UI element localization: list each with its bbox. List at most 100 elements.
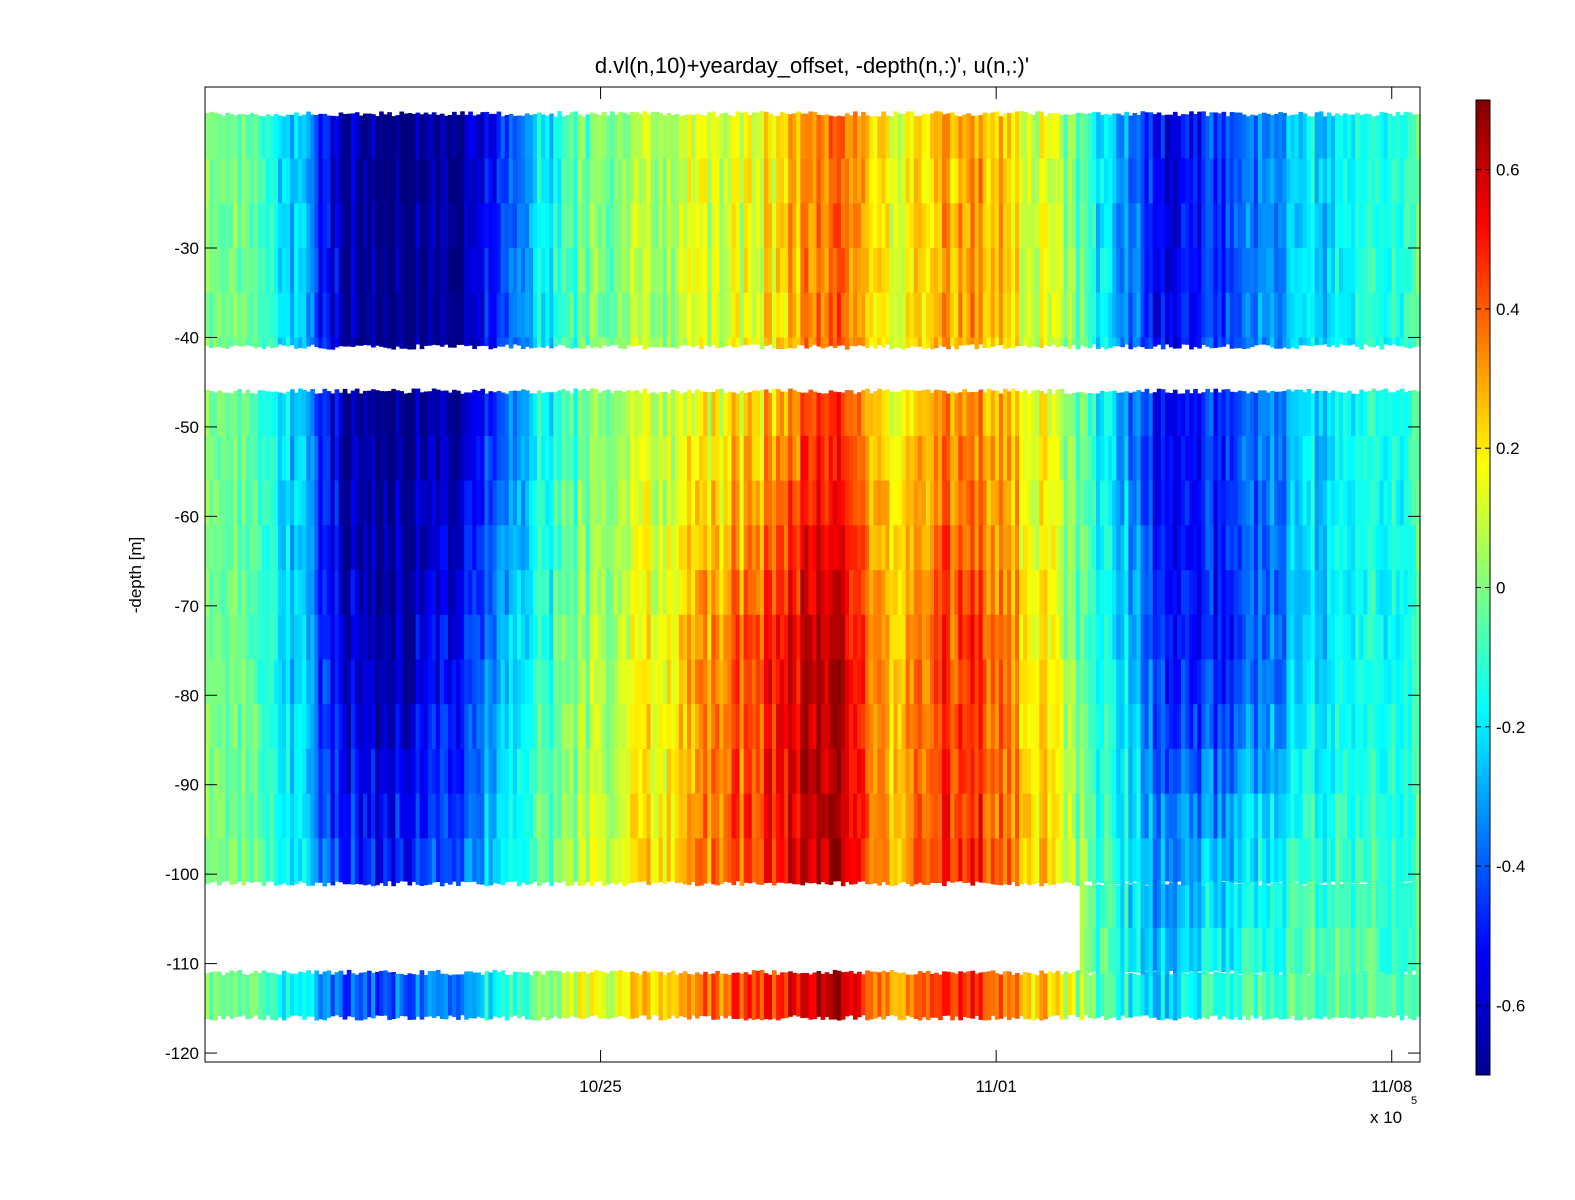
heatmap-cell [1019,614,1024,661]
heatmap-cell [371,570,376,616]
heatmap-cell [832,659,838,705]
heatmap-cell [387,659,392,705]
heatmap-cell [767,659,773,705]
heatmap-cell [1128,435,1134,482]
heatmap-cell [358,203,364,249]
heatmap-cell [1217,158,1223,204]
heatmap-cell [1286,248,1291,294]
heatmap-cell [1059,435,1065,482]
heatmap-cell [464,659,469,705]
heatmap-cell [727,435,733,482]
heatmap-cell [938,111,943,160]
heatmap-cell [840,292,846,339]
heatmap-cell [978,659,984,705]
heatmap-cell [929,748,935,795]
heatmap-cell [265,248,271,294]
heatmap-cell [310,480,315,526]
heatmap-cell [739,793,745,839]
heatmap-cell [626,838,631,884]
heatmap-cell [334,525,340,571]
heatmap-cell [1270,570,1275,616]
heatmap-cell [776,793,781,839]
heatmap-cell [265,337,271,347]
heatmap-cell [840,248,846,294]
heatmap-cell [772,435,777,482]
heatmap-cell [844,748,850,795]
heatmap-cell [707,248,712,294]
heatmap-cell [1148,927,1154,976]
heatmap-cell [1217,748,1223,795]
heatmap-cell [630,659,635,705]
heatmap-cell [881,525,886,571]
heatmap-cell [877,158,882,204]
heatmap-cell [427,292,433,339]
heatmap-cell [281,659,287,705]
heatmap-cell [1059,525,1065,571]
heatmap-cell [751,480,757,526]
heatmap-cell [759,292,765,339]
heatmap-cell [512,704,518,750]
heatmap-cell [978,248,984,294]
heatmap-cell [1116,570,1121,616]
heatmap-cell [877,480,882,526]
heatmap-cell [755,748,761,795]
heatmap-cell [966,704,972,750]
heatmap-cell [1270,659,1275,705]
heatmap-cell [1225,203,1231,249]
heatmap-cell [824,158,830,204]
heatmap-cell [1160,435,1166,482]
heatmap-cell [573,971,579,1018]
heatmap-cell [1189,248,1194,294]
heatmap-cell [1209,973,1215,1017]
heatmap-cell [411,248,417,294]
heatmap-cell [735,704,741,750]
heatmap-cell [354,292,360,339]
heatmap-cell [1055,158,1061,204]
heatmap-cell [520,659,526,705]
heatmap-cell [1055,793,1061,839]
heatmap-cell [326,970,332,1018]
heatmap-cell [642,292,648,339]
heatmap-cell [1152,292,1158,339]
heatmap-cell [338,525,344,571]
heatmap-cell [853,292,858,339]
heatmap-cell [1104,838,1109,885]
heatmap-cell [1136,881,1142,929]
heatmap-cell [1083,337,1089,348]
heatmap-cell [209,614,214,661]
heatmap-cell [654,203,660,249]
heatmap-cell [792,972,797,1016]
heatmap-cell [209,292,214,339]
heatmap-cell [739,292,745,339]
heatmap-cell [286,525,291,571]
heatmap-cell [994,704,1000,750]
heatmap-cell [472,480,477,526]
heatmap-cell [1160,659,1166,705]
heatmap-cell [946,158,951,204]
heatmap-cell [767,435,773,482]
heatmap-cell [435,203,441,249]
heatmap-cell [840,116,846,160]
heatmap-cell [229,570,234,616]
heatmap-cell [986,838,992,884]
heatmap-cell [1010,248,1016,294]
heatmap-cell [1059,158,1065,204]
heatmap-cell [1225,748,1231,795]
heatmap-cell [205,659,210,705]
heatmap-cell [261,659,267,705]
heatmap-cell [367,525,372,571]
heatmap-cell [472,435,477,482]
heatmap-cell [731,158,737,204]
heatmap-cell [1055,248,1061,294]
heatmap-cell [1185,793,1190,839]
heatmap-cell [1132,337,1138,348]
heatmap-cell [686,337,692,346]
heatmap-cell [1120,659,1125,705]
heatmap-cell [1136,838,1142,885]
heatmap-cell [1245,480,1251,526]
heatmap-cell [1213,435,1219,482]
heatmap-cell [346,614,352,661]
heatmap-cell [1116,203,1121,249]
heatmap-cell [383,158,388,204]
heatmap-cell [294,392,299,437]
